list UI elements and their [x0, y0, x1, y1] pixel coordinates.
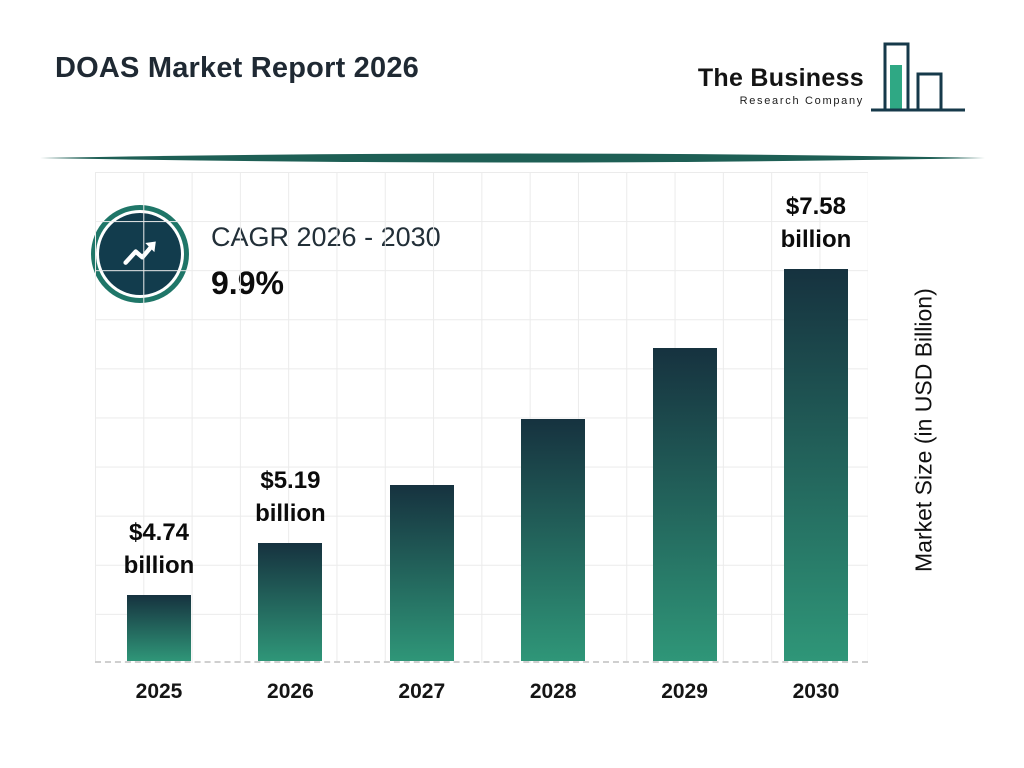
x-axis-label-2026: 2026: [267, 680, 314, 703]
bar-column-2026: $5.19 billion: [240, 172, 340, 661]
bar-2028: [521, 419, 586, 661]
x-axis-label-2030: 2030: [792, 680, 840, 703]
bar-column-2030: $7.58 billion: [766, 172, 866, 661]
company-logo: The Business Research Company: [698, 40, 966, 120]
logo-company-name: The Business: [697, 64, 864, 92]
bar-value-label-2030: $7.58 billion: [780, 192, 852, 253]
bar-value-label-2025: $4.74 billion: [123, 518, 195, 579]
chart-plot-area: $4.74 billion $5.19 billion $7.58 billion: [95, 172, 868, 663]
bar-2029: [652, 348, 717, 661]
bar-column-2028: [503, 172, 603, 661]
bar-value-label-2026: $5.19 billion: [255, 467, 326, 528]
x-axis-labels: 2025 2026 2027 2028 2029 2030: [95, 680, 868, 704]
divider-line: [40, 153, 985, 163]
bar-chart-logo-icon: [871, 42, 965, 112]
x-axis-label-2025: 2025: [135, 680, 183, 703]
x-axis-label-2029: 2029: [661, 680, 708, 703]
bar-2030: [783, 269, 848, 661]
bar-2026: [258, 543, 323, 661]
bar-2025: [127, 595, 191, 661]
bar-column-2027: [372, 172, 472, 661]
bar-column-2025: $4.74 billion: [109, 172, 209, 661]
bars-row: $4.74 billion $5.19 billion $7.58 billion: [95, 172, 868, 661]
bar-column-2029: [635, 172, 735, 661]
x-axis-label-2028: 2028: [529, 680, 577, 703]
y-axis-title: Market Size (in USD Billion): [910, 288, 937, 572]
page-title: DOAS Market Report 2026: [55, 52, 419, 84]
bar-2027: [389, 484, 454, 661]
x-axis-label-2027: 2027: [398, 680, 446, 703]
logo-company-subtitle: Research Company: [739, 95, 864, 107]
logo-text: The Business Research Company: [698, 40, 864, 107]
